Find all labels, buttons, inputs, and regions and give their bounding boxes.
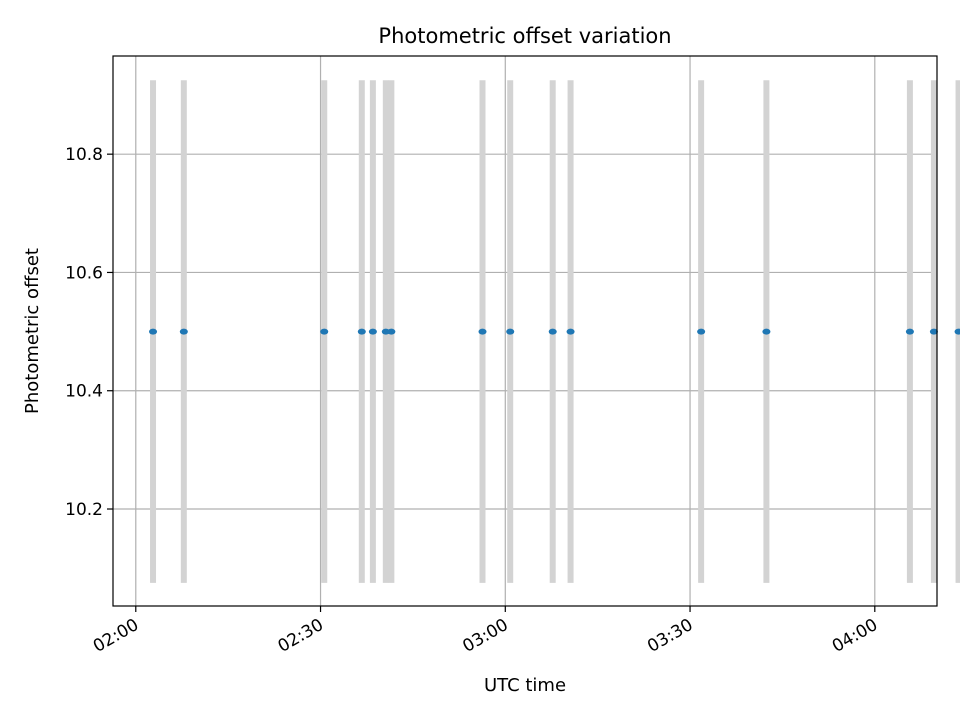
x-axis-label: UTC time bbox=[484, 675, 566, 696]
y-tick-label: 10.2 bbox=[65, 500, 103, 520]
y-tick-label: 10.6 bbox=[65, 263, 103, 283]
data-point bbox=[320, 328, 329, 335]
data-point bbox=[506, 328, 515, 335]
y-tick-label: 10.8 bbox=[65, 145, 103, 165]
data-point bbox=[357, 328, 366, 335]
plot-frame bbox=[112, 55, 938, 607]
data-point bbox=[954, 328, 960, 335]
data-point bbox=[387, 328, 396, 335]
data-point bbox=[762, 328, 771, 335]
data-point bbox=[149, 328, 158, 335]
data-point bbox=[566, 328, 575, 335]
data-point bbox=[929, 328, 938, 335]
data-point bbox=[905, 328, 914, 335]
data-point bbox=[179, 328, 188, 335]
plot-area bbox=[113, 56, 937, 606]
point-layer bbox=[149, 328, 960, 335]
y-tick-label: 10.4 bbox=[65, 382, 103, 402]
data-point bbox=[368, 328, 377, 335]
data-point bbox=[548, 328, 557, 335]
data-point bbox=[697, 328, 706, 335]
y-axis-label: Photometric offset bbox=[22, 248, 43, 414]
chart-title: Photometric offset variation bbox=[378, 24, 671, 48]
data-point bbox=[478, 328, 487, 335]
data-point bbox=[381, 328, 390, 335]
